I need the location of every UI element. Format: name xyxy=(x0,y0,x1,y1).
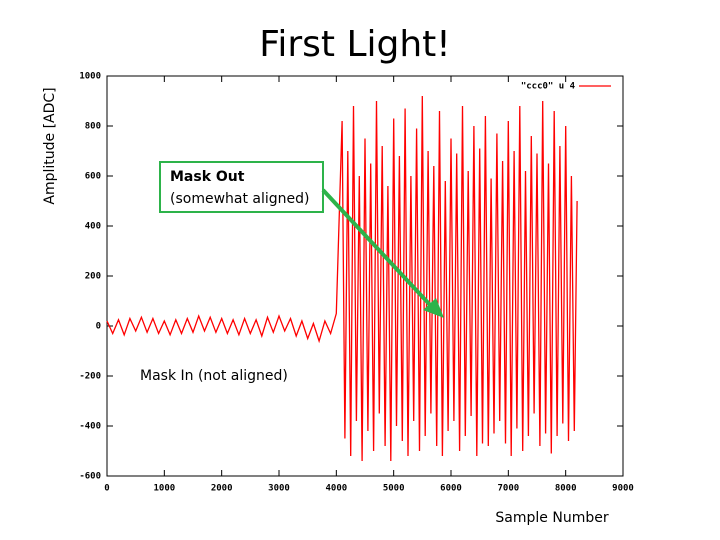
x-tick-label: 8000 xyxy=(555,484,577,494)
y-tick-label: 800 xyxy=(85,122,101,132)
x-tick-label: 1000 xyxy=(153,484,175,494)
plot: -600 -400 -200 0 200 400 600 800 1000 0 1000 2000 30… xyxy=(79,72,634,494)
x-tick-label: 5000 xyxy=(383,484,405,494)
x-tick-label: 6000 xyxy=(440,484,462,494)
y-tick-label: 200 xyxy=(85,272,101,282)
x-tick-label: 0 xyxy=(104,484,109,494)
annotation-title: Mask Out xyxy=(170,169,245,185)
annotations: Mask Out (somewhat aligned) Mask In (not… xyxy=(140,161,444,384)
y-tick-label: -600 xyxy=(79,472,101,482)
slide-title: First Light! xyxy=(259,24,450,65)
legend-label: "ccc0" u 4 xyxy=(521,82,576,92)
annotation-box xyxy=(159,161,324,213)
x-tick-label: 2000 xyxy=(211,484,233,494)
x-axis-label: Sample Number xyxy=(495,510,608,526)
y-tick-label: -200 xyxy=(79,372,101,382)
x-tick-label: 3000 xyxy=(268,484,290,494)
x-tick-label: 7000 xyxy=(497,484,519,494)
y-tick-label: 1000 xyxy=(79,72,101,82)
annotation-arrow xyxy=(321,188,434,309)
annotation-text: Mask In (not aligned) xyxy=(140,368,288,384)
x-tick-label: 9000 xyxy=(612,484,634,494)
y-tick-label: 400 xyxy=(85,222,101,232)
arrow-head xyxy=(423,298,444,318)
annotation-text: (somewhat aligned) xyxy=(170,191,310,207)
y-tick-label: -400 xyxy=(79,422,101,432)
y-tick-label: 600 xyxy=(85,172,101,182)
y-tick-label: 0 xyxy=(96,322,101,332)
series-line xyxy=(106,95,578,462)
y-axis-label: Amplitude [ADC] xyxy=(42,87,58,204)
x-tick-label: 4000 xyxy=(325,484,347,494)
